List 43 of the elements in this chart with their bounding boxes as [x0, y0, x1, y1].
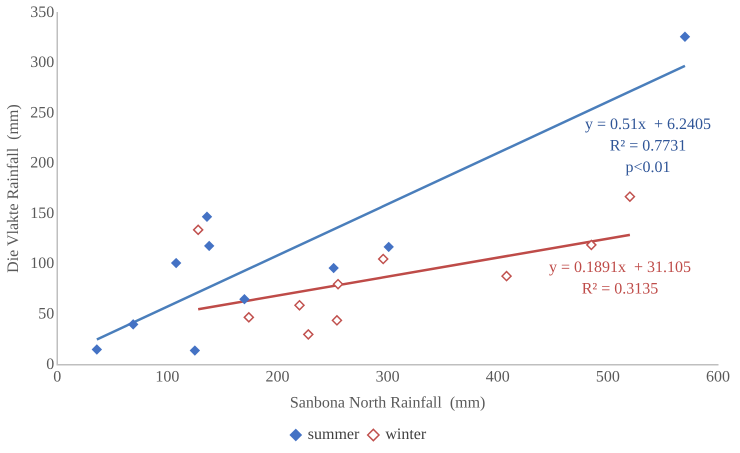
point: [501, 270, 512, 282]
point: [384, 242, 394, 252]
point: [202, 212, 212, 222]
annotation: R² = 0.7731: [610, 138, 686, 155]
point: [244, 312, 254, 323]
y-tick-label: 350: [30, 4, 54, 21]
point: [586, 240, 597, 250]
x-tick-label: 300: [376, 368, 400, 386]
y-tick-label: 100: [30, 255, 54, 272]
y-tick-label: 50: [38, 306, 54, 323]
point: [190, 346, 200, 356]
point: [303, 329, 314, 340]
point: [92, 344, 102, 355]
y-axis-title: Die Vlakte Rainfall (mm): [4, 104, 22, 273]
y-tick-label: 200: [30, 154, 54, 172]
point: [328, 263, 339, 274]
x-tick-label: 100: [155, 368, 180, 386]
x-axis-title: Sanbona North Rainfall (mm): [290, 394, 486, 412]
point: [171, 258, 182, 268]
annotation: p<0.01: [625, 159, 671, 176]
point: [294, 300, 305, 311]
x-tick-label: 600: [706, 368, 730, 386]
point: [624, 191, 636, 202]
point: [128, 319, 138, 330]
annotation: y = 0.1891x + 31.105: [548, 259, 692, 276]
legend-label: winter: [385, 426, 427, 444]
annotation: R² = 0.3135: [582, 280, 658, 298]
y-tick-label: 300: [30, 54, 54, 72]
point: [204, 240, 214, 251]
point: [192, 224, 204, 236]
y-tick-label: 0: [46, 356, 54, 373]
y-tick-label: 150: [30, 204, 54, 222]
point: [239, 294, 250, 304]
point: [378, 254, 388, 264]
legend-label: summer: [308, 426, 360, 444]
x-tick-label: 400: [486, 368, 510, 386]
point: [680, 32, 690, 42]
point: [332, 278, 344, 290]
y-tick-label: 250: [30, 104, 54, 122]
point: [332, 315, 342, 326]
x-tick-label: 200: [265, 368, 290, 386]
annotation: y = 0.51x + 6.2405: [584, 116, 712, 134]
x-tick-label: 500: [596, 368, 620, 386]
